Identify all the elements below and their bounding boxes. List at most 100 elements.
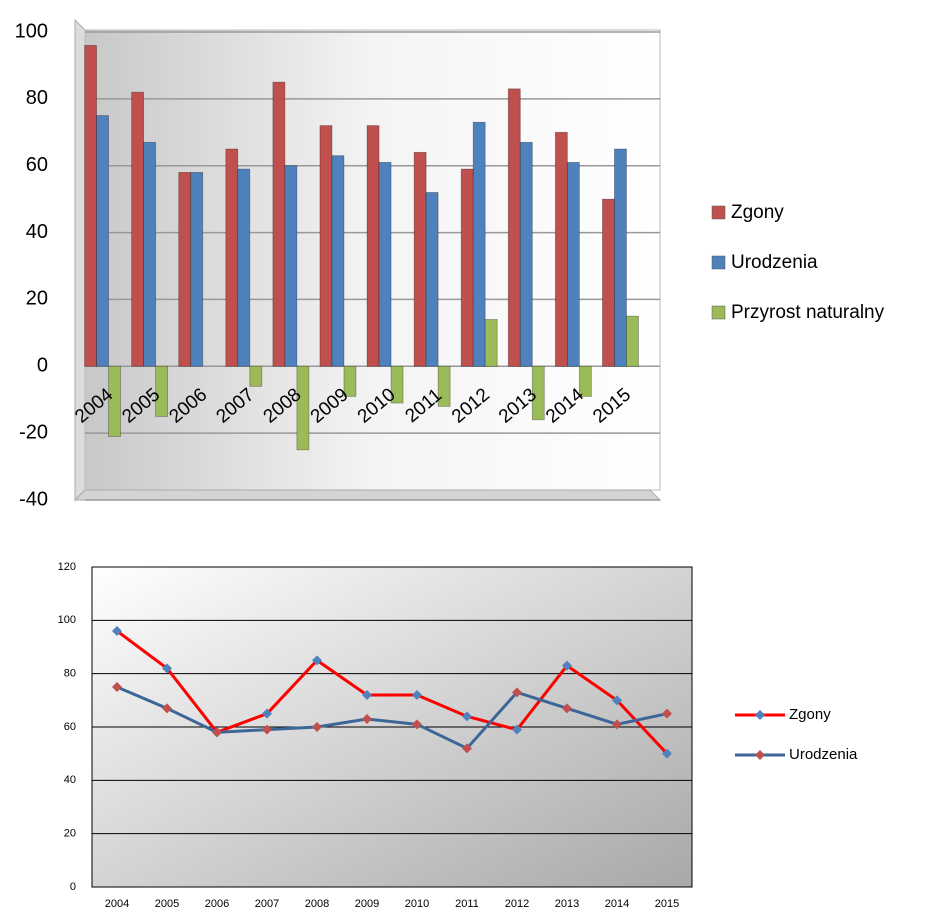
bar xyxy=(190,171,204,367)
bar xyxy=(343,365,357,397)
y-tick-label: 60 xyxy=(64,721,76,733)
bar xyxy=(272,81,286,367)
bar xyxy=(460,168,474,367)
marker xyxy=(362,714,372,724)
bar xyxy=(602,198,615,367)
x-tick-label: 2005 xyxy=(155,898,179,910)
x-tick-label: 2011 xyxy=(455,898,479,910)
marker xyxy=(312,655,322,666)
marker xyxy=(512,687,522,698)
x-tick-label: 2015 xyxy=(655,898,679,910)
marker xyxy=(112,626,122,636)
marker xyxy=(162,703,172,714)
bar xyxy=(472,121,486,367)
marker xyxy=(162,663,172,674)
bar xyxy=(225,148,239,367)
bar xyxy=(437,365,451,407)
bar xyxy=(626,315,639,367)
y-tick-label: -20 xyxy=(19,421,48,443)
floor xyxy=(73,489,662,501)
legend-label: Zgony xyxy=(789,706,831,723)
y-tick-label: 60 xyxy=(26,154,48,176)
marker xyxy=(462,711,472,722)
y-tick-label: 0 xyxy=(70,881,76,893)
bar xyxy=(366,125,380,367)
y-tick-label: 120 xyxy=(58,561,76,573)
bar xyxy=(531,365,545,421)
bar xyxy=(131,91,145,367)
marker xyxy=(312,722,322,732)
legend-swatch xyxy=(711,255,726,270)
marker xyxy=(262,708,272,719)
legend-label: Urodzenia xyxy=(731,252,818,273)
y-tick-label: 100 xyxy=(58,614,76,626)
line xyxy=(116,629,669,755)
marker xyxy=(662,708,672,719)
x-tick-label: 2010 xyxy=(405,898,429,910)
y-tick-label: 20 xyxy=(64,828,76,840)
marker xyxy=(612,719,622,730)
bar xyxy=(578,365,592,397)
legend-label: Zgony xyxy=(731,202,784,223)
marker xyxy=(612,695,622,706)
bar xyxy=(484,319,498,367)
y-tick-label: -40 xyxy=(19,488,48,510)
y-tick-label: 40 xyxy=(26,221,48,243)
bar xyxy=(390,365,404,404)
marker xyxy=(362,690,372,700)
marker xyxy=(112,682,122,692)
y-tick-label: 0 xyxy=(37,355,48,377)
legend-label: Przyrost naturalny xyxy=(731,302,885,323)
bar xyxy=(378,161,392,367)
bar xyxy=(284,165,298,367)
bar xyxy=(554,131,568,367)
bar xyxy=(96,115,109,367)
bar xyxy=(249,365,263,387)
bar xyxy=(425,192,439,367)
legend-swatch xyxy=(711,305,726,320)
x-tick-label: 2009 xyxy=(355,898,379,910)
legend-swatch xyxy=(711,205,726,220)
y-tick-label: 80 xyxy=(26,87,48,109)
x-tick-label: 2006 xyxy=(205,898,229,910)
marker xyxy=(262,724,272,735)
legend-marker xyxy=(755,750,765,760)
bar xyxy=(566,161,580,367)
y-tick-label: 100 xyxy=(15,20,48,42)
x-tick-label: 2013 xyxy=(555,898,579,910)
marker xyxy=(562,703,572,714)
x-tick-label: 2008 xyxy=(305,898,329,910)
bar xyxy=(507,88,521,367)
marker xyxy=(212,727,222,738)
bar xyxy=(155,365,169,417)
x-tick-label: 2004 xyxy=(105,898,129,910)
bar xyxy=(108,365,121,437)
marker xyxy=(512,724,522,735)
x-tick-label: 2012 xyxy=(505,898,529,910)
bar xyxy=(614,148,627,367)
legend-label: Urodzenia xyxy=(789,746,858,763)
chart-2: 0 20 40 60 80 100 120 2004 2005 2006 2007 2008 2009 2… xyxy=(58,561,858,910)
y-tick-label: 40 xyxy=(64,774,76,786)
bar xyxy=(178,171,192,367)
bar xyxy=(413,151,427,367)
marker xyxy=(462,743,472,754)
legend-marker xyxy=(755,710,765,720)
line xyxy=(116,685,668,751)
bar xyxy=(237,168,251,367)
bar xyxy=(296,365,310,451)
bar xyxy=(319,125,333,367)
bar xyxy=(331,155,345,367)
marker xyxy=(662,748,672,759)
y-tick-label: 20 xyxy=(26,288,48,310)
marker xyxy=(412,719,422,730)
x-tick-label: 2007 xyxy=(255,898,279,910)
bar xyxy=(84,44,97,367)
bar xyxy=(519,141,533,367)
x-tick-label: 2014 xyxy=(605,898,629,910)
y-tick-label: 80 xyxy=(64,668,76,680)
marker xyxy=(562,660,572,671)
marker xyxy=(412,690,422,700)
